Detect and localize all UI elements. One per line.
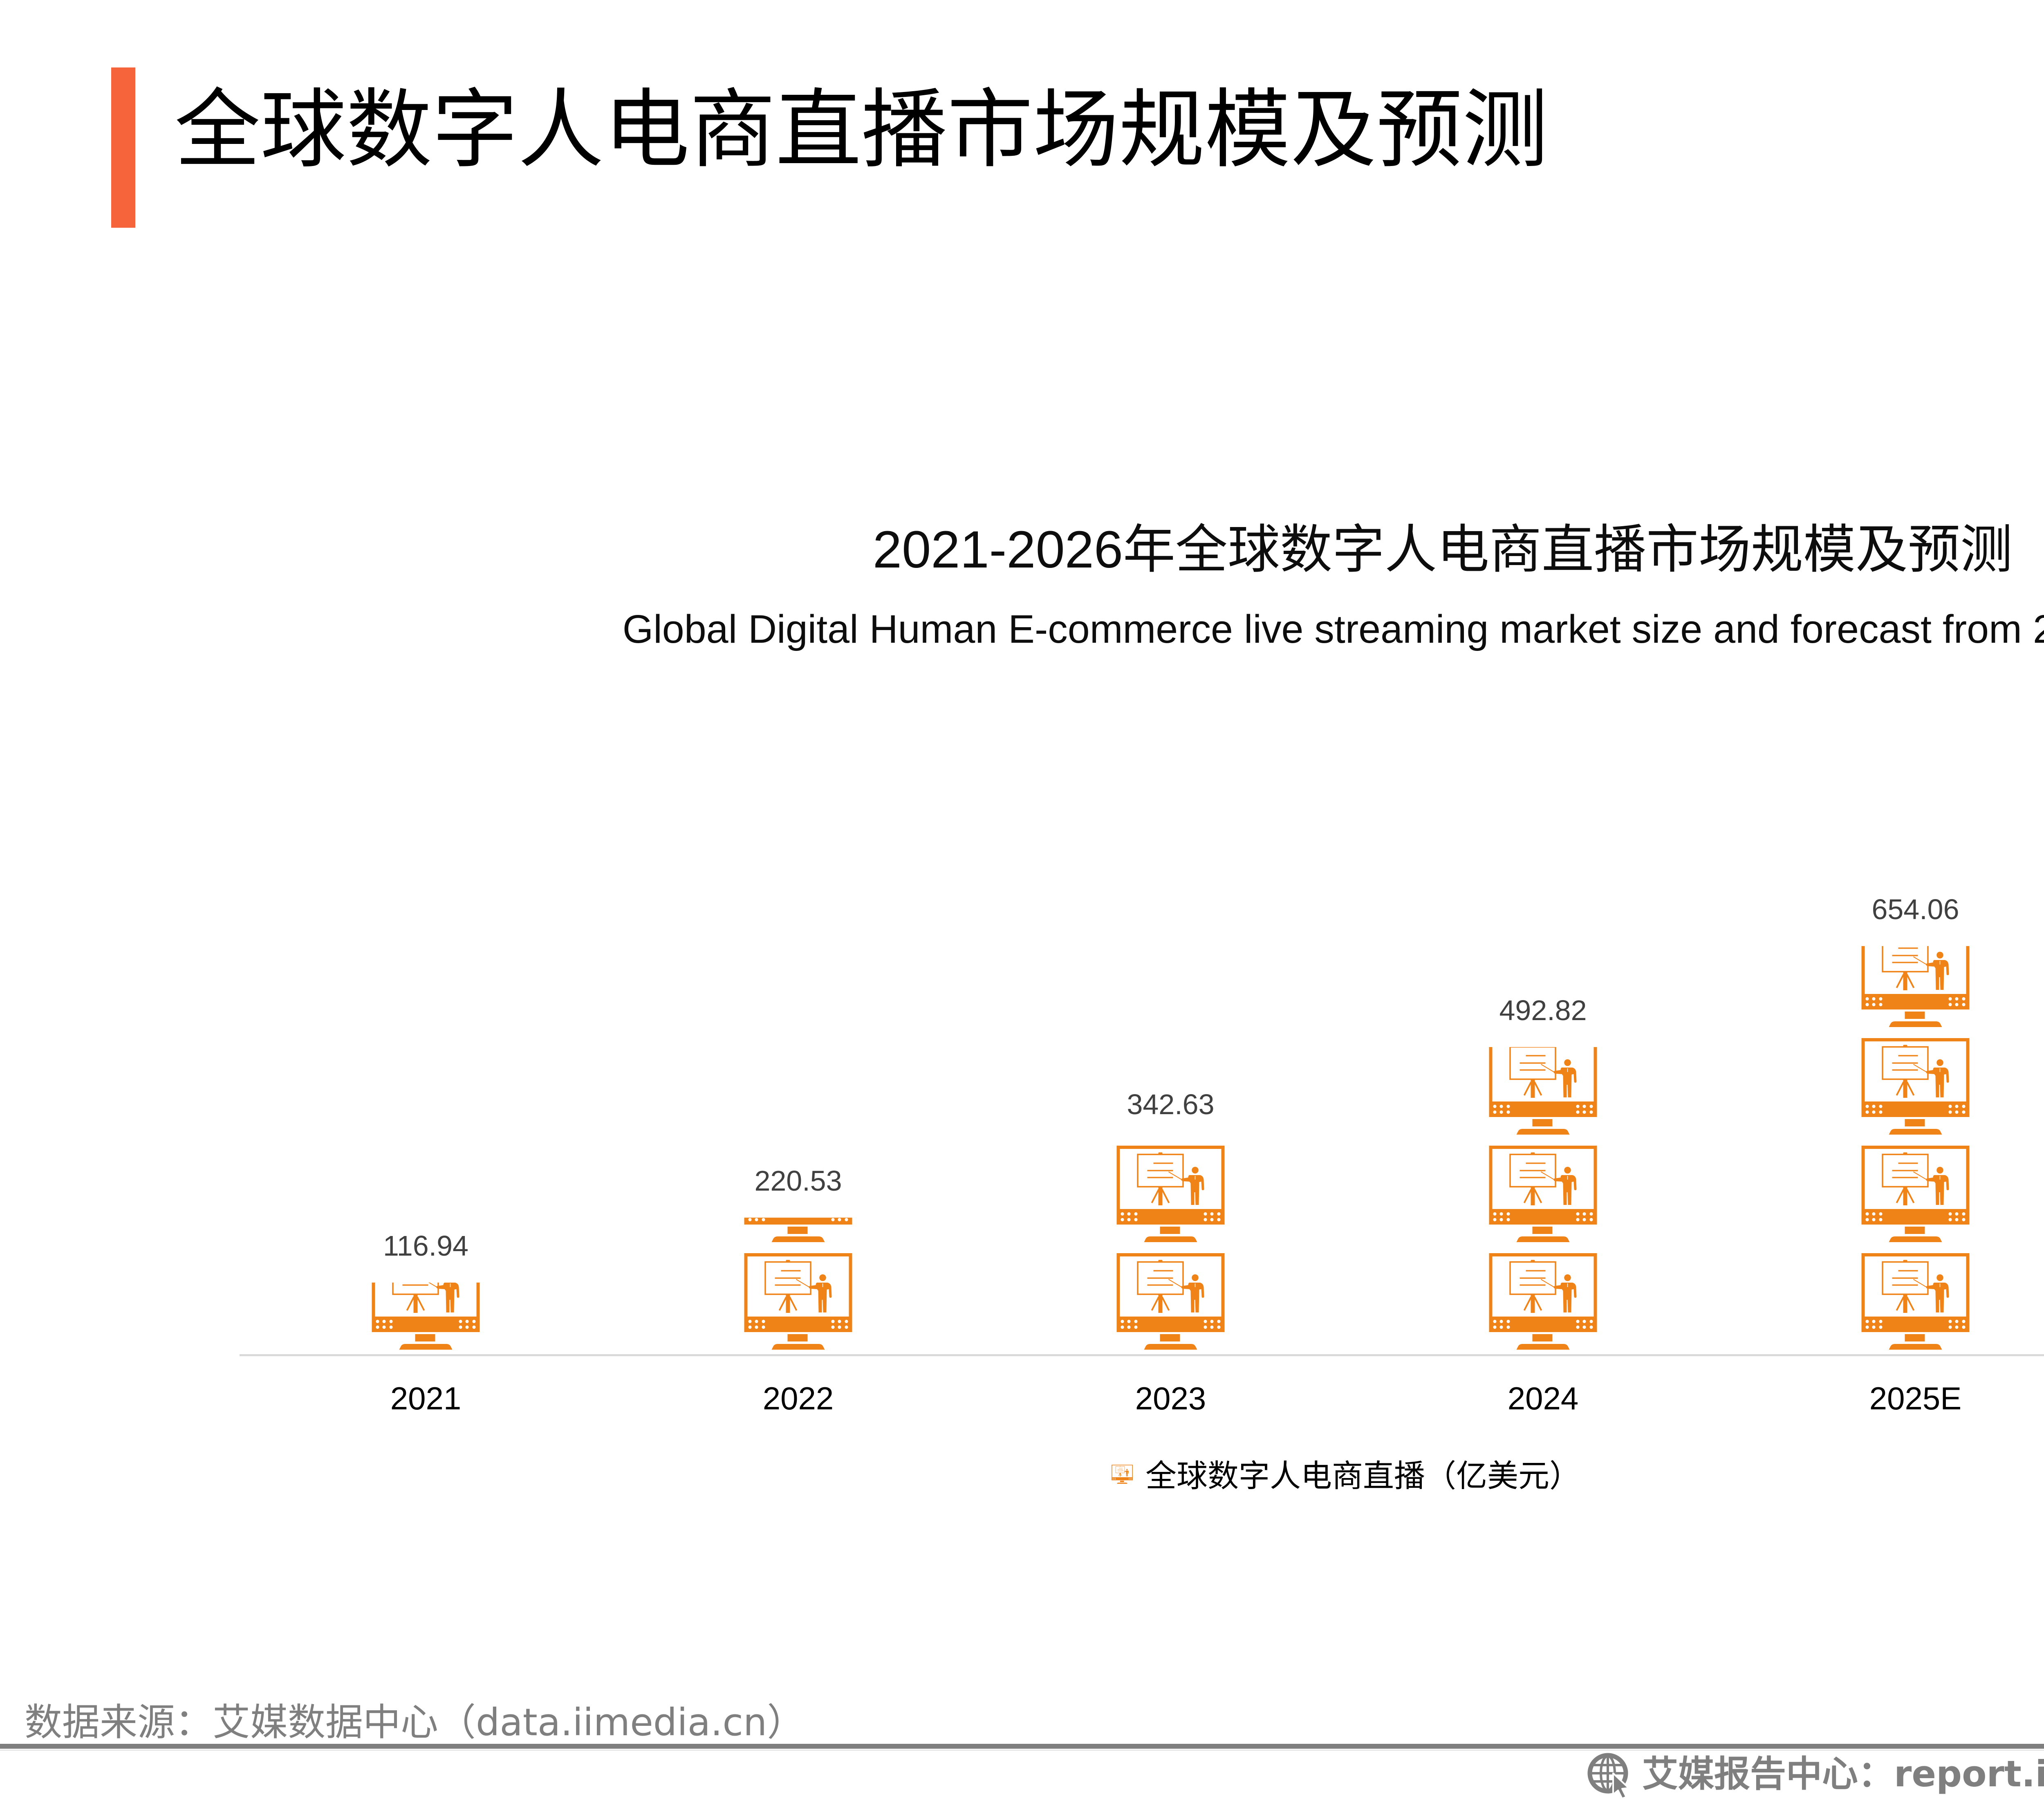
x-axis-tick-labels: 20212022202320242025E2026E	[390, 1380, 1962, 1416]
monitor-presenter-icon	[1489, 1145, 1597, 1243]
bar-series	[372, 946, 1970, 1350]
value-label-2024: 492.82	[1499, 994, 1587, 1026]
bar-2021	[372, 1282, 480, 1350]
monitor-presenter-icon	[1861, 1145, 1970, 1243]
monitor-presenter-icon	[1116, 1252, 1225, 1350]
x-tick-label-2024: 2024	[1508, 1380, 1579, 1416]
x-tick-label-2023: 2023	[1135, 1380, 1206, 1416]
chart-subtitle: Global Digital Human E-commerce live str…	[623, 607, 2044, 651]
legend-monitor-icon	[1112, 1465, 1133, 1484]
value-label-2023: 342.63	[1127, 1088, 1214, 1120]
monitor-presenter-icon	[744, 1252, 852, 1350]
footer-divider	[0, 1744, 2044, 1749]
value-label-2022: 220.53	[754, 1165, 842, 1197]
monitor-presenter-icon	[1116, 1145, 1225, 1243]
legend-label: 全球数字人电商直播（亿美元）	[1145, 1458, 1580, 1494]
x-tick-label-2025e: 2025E	[1869, 1380, 1962, 1416]
monitor-presenter-icon	[372, 1282, 480, 1350]
bar-2025e	[1861, 946, 1970, 1350]
data-source: 数据来源：艾媒数据中心（data.iimedia.cn）	[25, 1700, 805, 1744]
value-label-2021: 116.94	[383, 1230, 468, 1262]
chart-title: 2021-2026年全球数字人电商直播市场规模及预测	[873, 520, 2013, 579]
legend: 全球数字人电商直播（亿美元）	[1112, 1458, 1580, 1494]
monitor-presenter-icon	[1861, 1037, 1970, 1135]
bar-2024	[1489, 1047, 1597, 1350]
page-title: 全球数字人电商直播市场规模及预测	[175, 80, 1549, 180]
footer-divider-shadow	[0, 1750, 2044, 1751]
monitor-presenter-icon	[1861, 1252, 1970, 1350]
report-center-text: 艾媒报告中心：report.iimedia.cn	[1642, 1753, 2044, 1795]
monitor-presenter-icon	[1861, 946, 1970, 1028]
value-label-2025e: 654.06	[1871, 893, 1959, 925]
x-tick-label-2021: 2021	[390, 1380, 462, 1416]
x-tick-label-2022: 2022	[763, 1380, 834, 1416]
bar-2023	[1116, 1145, 1225, 1350]
title-accent-bar	[111, 67, 135, 228]
monitor-presenter-icon	[1489, 1047, 1597, 1135]
globe-cursor-icon	[1587, 1753, 1629, 1799]
monitor-presenter-icon	[1489, 1252, 1597, 1350]
